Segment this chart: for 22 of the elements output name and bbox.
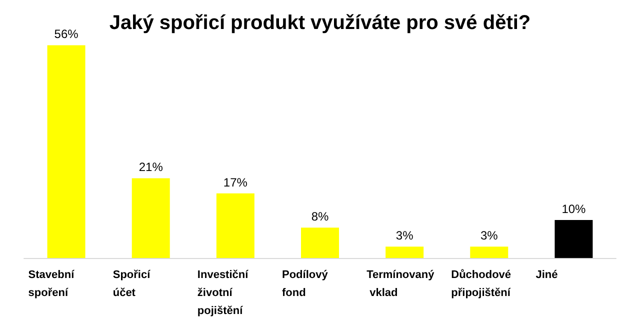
x-tick-label: Důchodové připojištění bbox=[451, 269, 514, 299]
x-tick-label: Stavební spoření bbox=[28, 269, 78, 299]
bar bbox=[554, 220, 593, 258]
data-label: 10% bbox=[562, 202, 586, 216]
bar bbox=[386, 246, 424, 258]
bar bbox=[132, 178, 170, 258]
x-tick-label: Podílový fond bbox=[282, 269, 331, 299]
x-tick-label: Jiné bbox=[536, 269, 558, 281]
x-tick-label: Investiční životní pojištění bbox=[197, 269, 252, 317]
bar bbox=[216, 193, 254, 258]
bar bbox=[301, 228, 339, 258]
data-label: 3% bbox=[480, 228, 498, 243]
data-label: 8% bbox=[311, 210, 329, 224]
data-label: 56% bbox=[54, 27, 79, 42]
data-label: 3% bbox=[396, 228, 414, 243]
chart-title: Jaký spořicí produkt využíváte pro své děti? bbox=[109, 12, 531, 34]
data-label: 17% bbox=[223, 175, 248, 190]
data-label: 21% bbox=[138, 160, 164, 174]
bar bbox=[470, 246, 508, 258]
x-tick-label: Spořicí účet bbox=[112, 269, 154, 299]
bar bbox=[47, 45, 86, 258]
x-tick-label: Termínovaný vklad bbox=[366, 269, 436, 299]
